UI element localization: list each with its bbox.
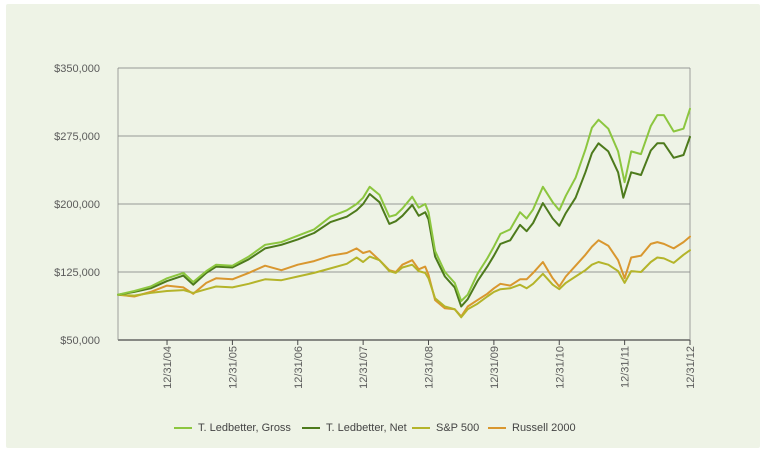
legend-label: Russell 2000 — [512, 422, 576, 434]
y-tick-label: $50,000 — [60, 335, 100, 347]
x-tick-label: 12/31/12 — [685, 346, 697, 389]
y-tick-label: $200,000 — [54, 199, 100, 211]
y-tick-label: $350,000 — [54, 63, 100, 75]
legend-label: T. Ledbetter, Gross — [198, 422, 291, 434]
y-tick-label: $275,000 — [54, 131, 100, 143]
series-line-t-ledbetter-net — [117, 135, 691, 308]
legend-item: T. Ledbetter, Gross — [174, 418, 291, 438]
legend-label: T. Ledbetter, Net — [326, 422, 407, 434]
x-tick-label: 12/31/07 — [358, 346, 370, 389]
legend-item: T. Ledbetter, Net — [302, 418, 407, 438]
legend-swatch — [302, 427, 320, 429]
legend: T. Ledbetter, Gross T. Ledbetter, Net S&P … — [0, 418, 766, 438]
x-tick-label: 12/31/11 — [620, 346, 632, 388]
y-axis-ticks: $50,000 $125,000 $200,000 $275,000 $350,000 — [54, 63, 100, 347]
legend-swatch — [488, 427, 506, 429]
gridlines — [117, 67, 691, 341]
legend-label: S&P 500 — [436, 422, 480, 434]
x-tick-label: 12/31/04 — [162, 346, 174, 389]
series-lines — [117, 107, 691, 319]
series-line-russell-2000 — [117, 235, 691, 318]
legend-swatch — [174, 427, 192, 429]
y-tick-label: $125,000 — [54, 267, 100, 279]
x-axis-ticks: 12/31/04 12/31/05 12/31/06 12/31/07 12/31/08… — [162, 340, 697, 389]
x-tick-label: 12/31/10 — [554, 346, 566, 389]
x-tick-label: 12/31/05 — [227, 346, 239, 389]
series-line-t-ledbetter-gross — [117, 107, 691, 302]
chart-panel — [6, 4, 760, 448]
series-line-s-p-500 — [117, 249, 691, 319]
legend-item: Russell 2000 — [488, 418, 576, 438]
line-chart: $50,000$125,000$200,000$275,000$350,000 … — [54, 63, 697, 389]
x-tick-label: 12/31/06 — [293, 346, 305, 389]
x-tick-label: 12/31/08 — [424, 346, 436, 389]
x-tick-label: 12/31/09 — [489, 346, 501, 389]
legend-swatch — [412, 427, 430, 429]
legend-item: S&P 500 — [412, 418, 479, 438]
